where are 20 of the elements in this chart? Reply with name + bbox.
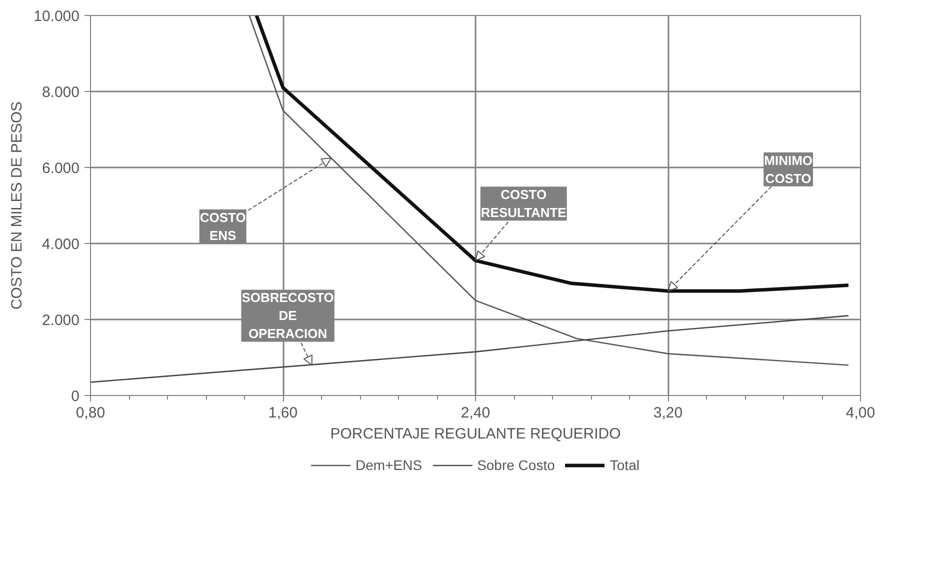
y-axis-title: COSTO EN MILES DE PESOS: [8, 101, 26, 310]
legend-label: Dem+ENS: [356, 457, 422, 473]
y-tick-label: 2.000: [42, 312, 80, 329]
y-tick-label: 10.000: [34, 8, 80, 25]
x-tick-label: 2,40: [460, 404, 490, 422]
x-tick-label: 3,20: [653, 404, 683, 422]
x-tick-label: 1,60: [268, 404, 298, 422]
annotation: SOBRECOSTO DE OPERACION: [242, 290, 334, 342]
annotation: MINIMO COSTO: [764, 152, 813, 186]
y-tick-label: 0: [71, 388, 80, 405]
legend-label: Sobre Costo: [477, 457, 555, 473]
y-tick-label: 6.000: [42, 160, 80, 177]
annotation: COSTO RESULTANTE: [480, 187, 567, 220]
y-tick-label: 4.000: [42, 236, 80, 253]
legend-label: Total: [610, 457, 640, 473]
x-tick-label: 0,80: [76, 404, 106, 422]
x-tick-label: 4,00: [846, 404, 876, 422]
y-tick-label: 8.000: [42, 84, 80, 101]
annotation: COSTO ENS: [200, 210, 246, 243]
x-axis-title: PORCENTAJE REGULANTE REQUERIDO: [330, 426, 621, 442]
